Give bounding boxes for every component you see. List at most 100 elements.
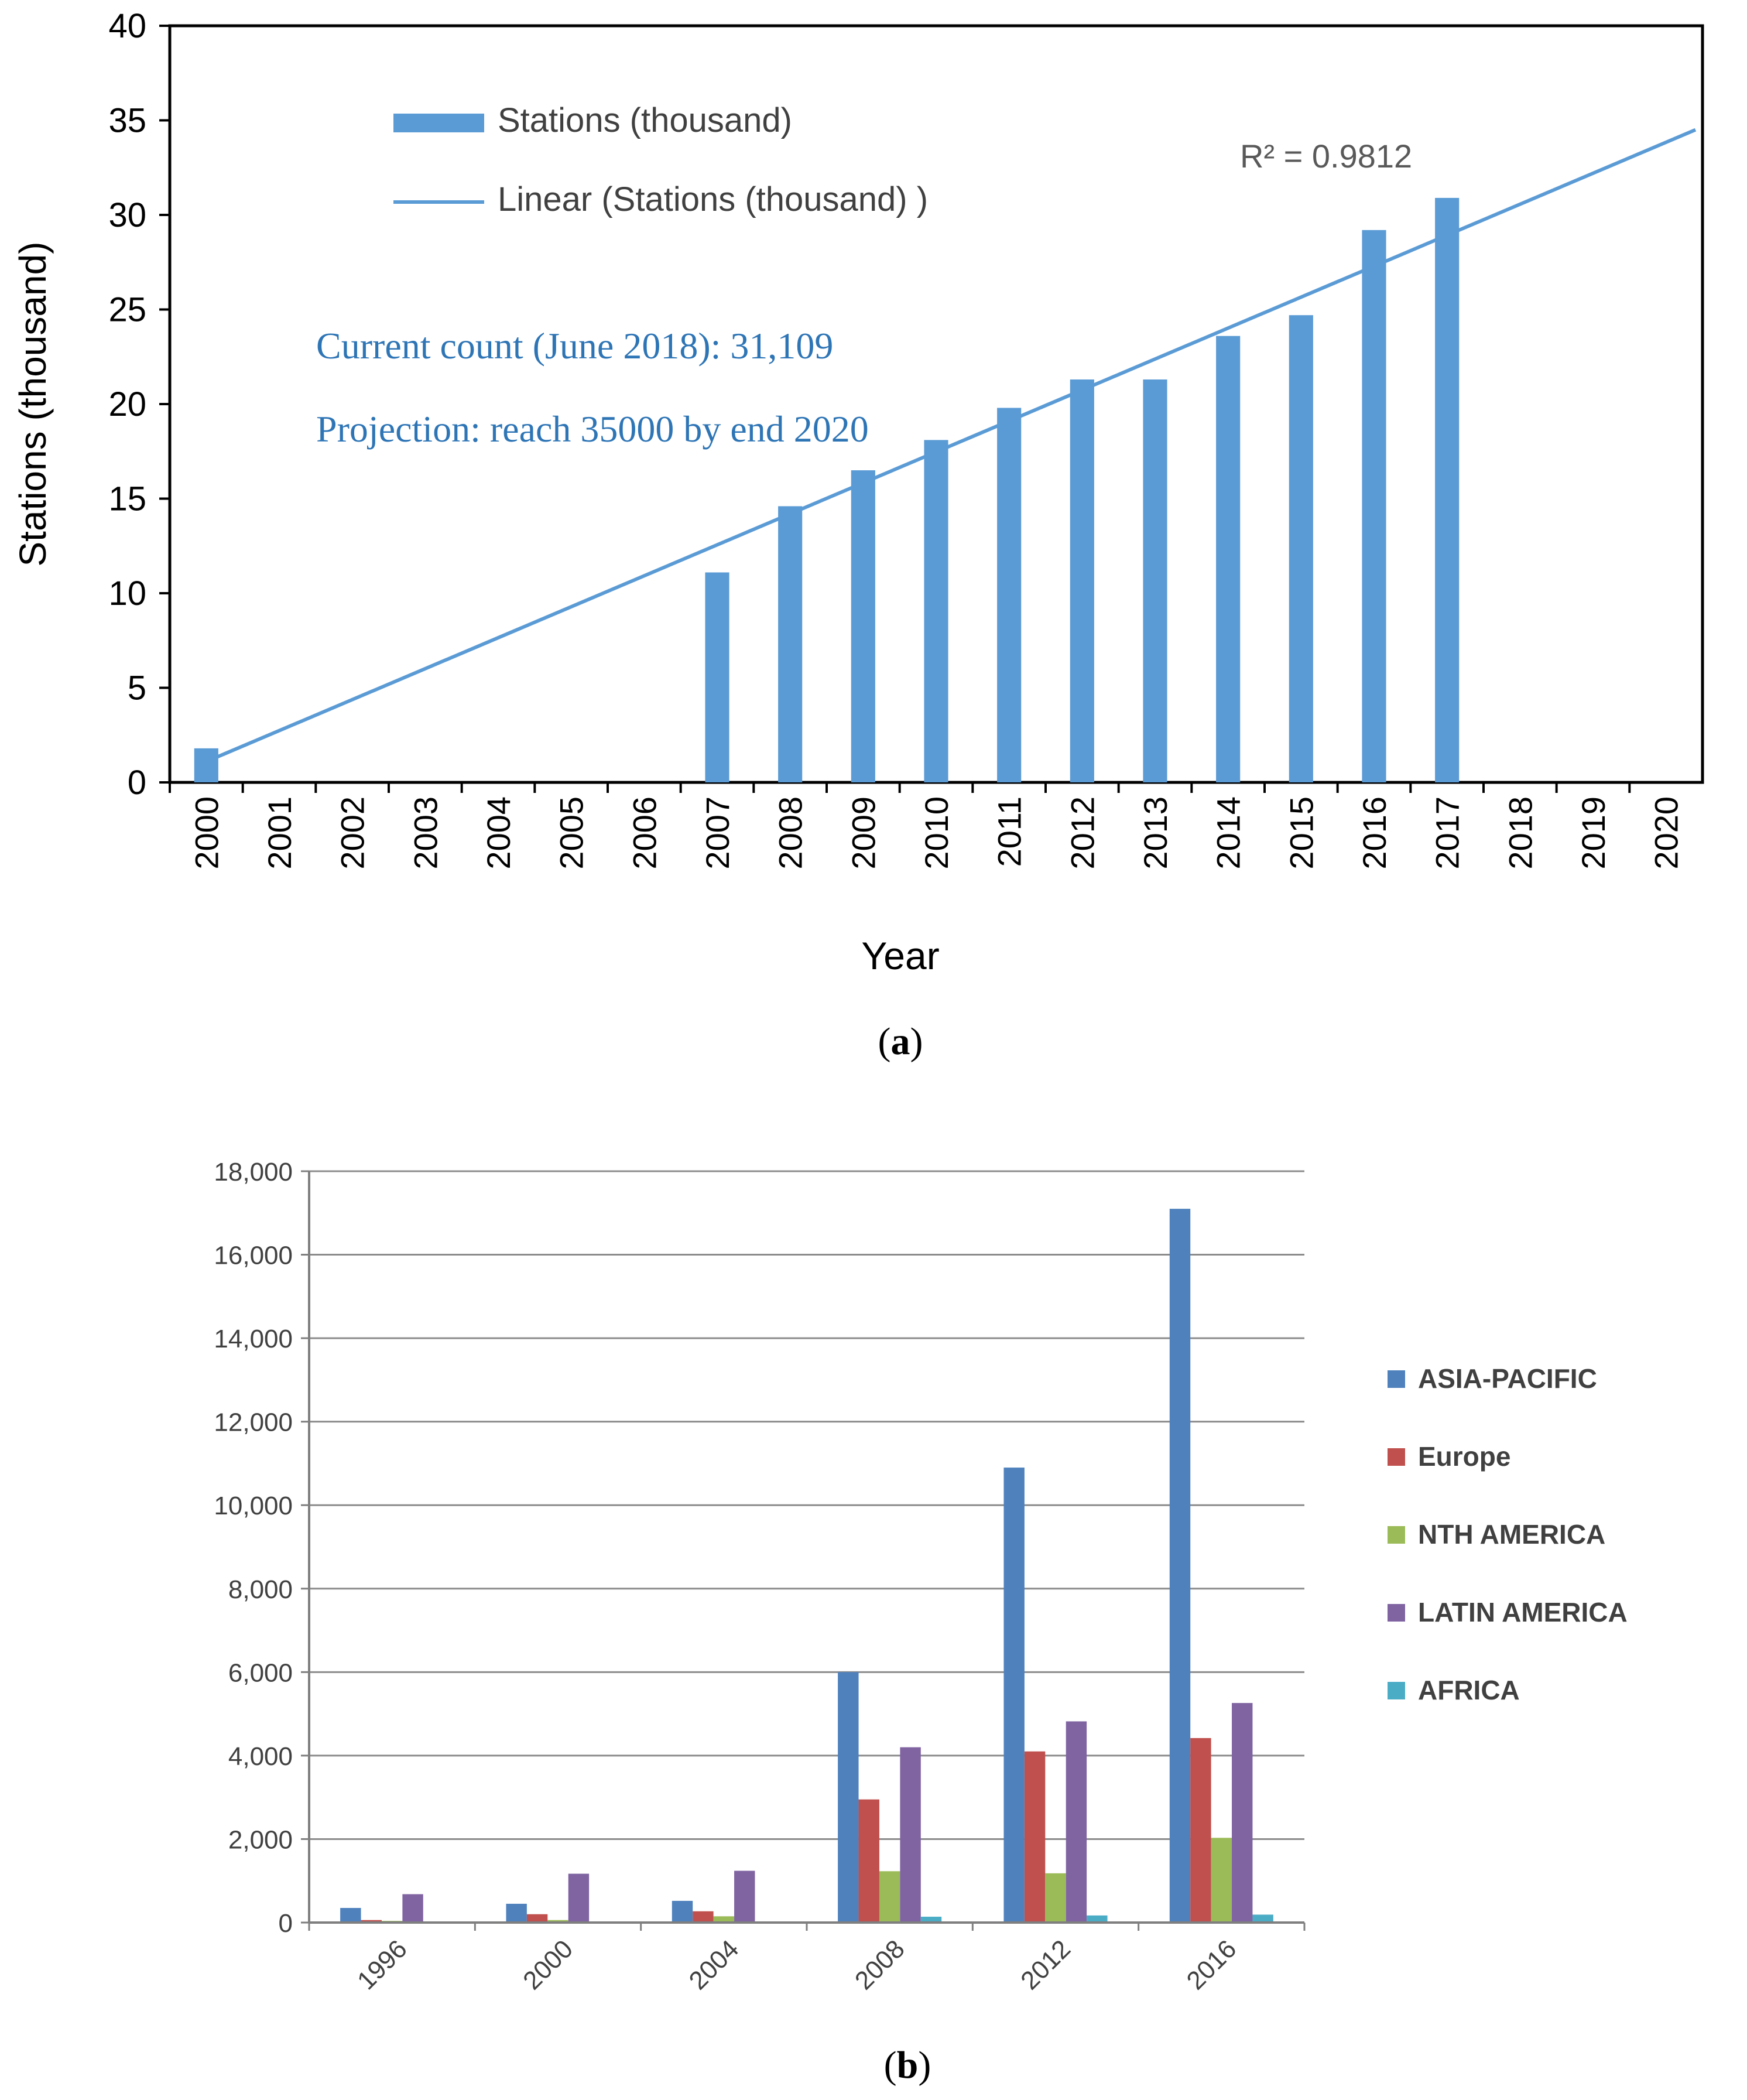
chart-a-bar-2015 xyxy=(1289,315,1313,782)
chart-a-x-tick-label: 2002 xyxy=(334,796,371,870)
chart-a-bar-2013 xyxy=(1143,379,1167,782)
chart-a-x-tick-label: 2019 xyxy=(1575,796,1612,870)
chart-b-legend-label: AFRICA xyxy=(1418,1675,1520,1705)
chart-b-y-tick-label: 16,000 xyxy=(214,1241,293,1270)
chart-a-x-tick-label: 2011 xyxy=(991,796,1028,867)
chart-a-x-tick-label: 2013 xyxy=(1137,796,1174,870)
panel-letter-b: b xyxy=(897,2044,919,2087)
chart-a-x-tick-label: 2016 xyxy=(1356,796,1393,870)
chart-b-legend-swatch xyxy=(1388,1682,1405,1699)
chart-b: 0 2,000 4,000 6,000 8,000 10,000 12,000 14,000 1… xyxy=(214,1158,1627,2087)
chart-a-annotation-projection: Projection: reach 35000 by end 2020 xyxy=(316,408,869,450)
chart-b-y-tick-label: 10,000 xyxy=(214,1492,293,1520)
chart-a-y-tick-label: 15 xyxy=(108,480,146,518)
chart-b-x-tick-label: 2012 xyxy=(1015,1934,1076,1995)
chart-a-x-tick-label: 2007 xyxy=(699,796,736,870)
chart-b-legend-label: LATIN AMERICA xyxy=(1418,1597,1628,1627)
chart-b-x-tick-label: 2008 xyxy=(849,1934,910,1995)
chart-b-bar-asia-pacific-2008 xyxy=(838,1672,859,1923)
chart-a: 0 5 10 15 20 25 30 35 40 2000 2001 2002 2003 2004 200… xyxy=(12,7,1704,1063)
chart-a-bar-2012 xyxy=(1070,379,1094,782)
chart-b-bar-europe-1996 xyxy=(361,1920,382,1923)
chart-a-y-tick-label: 5 xyxy=(128,669,146,707)
chart-b-legend-label: ASIA-PACIFIC xyxy=(1418,1363,1597,1394)
chart-b-legend-label: NTH AMERICA xyxy=(1418,1519,1605,1550)
chart-a-annotation-current-count: Current count (June 2018): 31,109 xyxy=(316,325,833,367)
chart-b-bar-asia-pacific-2004 xyxy=(672,1900,693,1923)
chart-b-bar-europe-2016 xyxy=(1190,1738,1211,1923)
panel-label-b: (b) xyxy=(884,2044,931,2087)
chart-b-bar-europe-2004 xyxy=(693,1911,714,1923)
chart-b-bar-asia-pacific-2016 xyxy=(1169,1209,1191,1923)
chart-b-y-tick-label: 0 xyxy=(279,1909,293,1938)
chart-a-x-tick-label: 2017 xyxy=(1429,796,1466,870)
chart-a-x-tick-label: 2010 xyxy=(918,796,955,870)
chart-a-bar-2016 xyxy=(1362,230,1386,783)
chart-a-x-tick-label: 2018 xyxy=(1502,796,1539,870)
chart-a-bar-2017 xyxy=(1435,197,1460,782)
chart-a-y-tick-label: 30 xyxy=(108,196,146,234)
chart-b-y-tick-label: 8,000 xyxy=(228,1575,293,1604)
chart-a-y-tick-label: 20 xyxy=(108,385,146,423)
chart-a-legend-bar-label: Stations (thousand) xyxy=(498,101,792,139)
chart-b-bar-nth-america-2008 xyxy=(879,1871,900,1923)
chart-b-bar-africa-2008 xyxy=(920,1917,942,1923)
chart-b-bar-asia-pacific-2000 xyxy=(506,1903,527,1923)
chart-b-y-tick-label: 4,000 xyxy=(228,1742,293,1771)
chart-a-x-tick-label: 2006 xyxy=(626,796,663,870)
chart-b-y-tick-label: 12,000 xyxy=(214,1408,293,1437)
chart-b-legend-swatch xyxy=(1388,1448,1405,1466)
chart-a-x-tick-label: 2001 xyxy=(261,796,298,870)
chart-a-x-tick-label: 2020 xyxy=(1648,796,1685,870)
chart-b-bar-asia-pacific-2012 xyxy=(1003,1468,1025,1923)
chart-b-bar-latin-america-2016 xyxy=(1232,1703,1253,1923)
chart-b-bar-europe-2000 xyxy=(526,1914,548,1923)
chart-b-bar-nth-america-2012 xyxy=(1045,1873,1066,1923)
chart-a-legend-bar-swatch xyxy=(393,114,484,132)
chart-a-x-tick-label: 2004 xyxy=(480,796,517,870)
chart-a-y-axis-title: Stations (thousand) xyxy=(12,242,54,567)
chart-a-y-tick-label: 0 xyxy=(128,764,146,802)
chart-a-x-tick-label: 2005 xyxy=(553,796,590,870)
chart-b-bar-europe-2008 xyxy=(858,1799,879,1923)
chart-b-bar-africa-2012 xyxy=(1087,1915,1108,1923)
panel-label-a: (a) xyxy=(878,1020,923,1063)
chart-b-legend-swatch xyxy=(1388,1604,1405,1622)
chart-a-y-tick-label: 25 xyxy=(108,291,146,329)
chart-a-x-tick-label: 2003 xyxy=(407,796,444,870)
chart-b-bar-nth-america-2016 xyxy=(1211,1838,1232,1923)
chart-a-x-tick-label: 2015 xyxy=(1283,796,1320,870)
chart-b-x-tick-label: 2004 xyxy=(684,1934,745,1995)
chart-a-x-tick-label: 2000 xyxy=(188,796,225,870)
chart-b-legend-swatch xyxy=(1388,1370,1405,1388)
chart-b-bar-latin-america-2004 xyxy=(734,1870,755,1923)
chart-a-bar-2011 xyxy=(997,408,1022,782)
chart-b-bar-latin-america-2000 xyxy=(568,1873,590,1923)
chart-a-bar-2009 xyxy=(851,470,875,782)
chart-b-bar-europe-2012 xyxy=(1024,1751,1046,1923)
chart-a-y-tick-label: 35 xyxy=(108,102,146,140)
chart-a-bar-2007 xyxy=(705,572,729,782)
panel-letter-a: a xyxy=(891,1020,910,1063)
chart-b-bar-africa-2016 xyxy=(1252,1914,1273,1923)
chart-b-bar-latin-america-2012 xyxy=(1066,1721,1087,1923)
chart-a-bar-2014 xyxy=(1216,336,1241,782)
chart-a-bar-2010 xyxy=(924,440,948,782)
chart-a-y-tick-label: 10 xyxy=(108,574,146,613)
chart-a-bar-2008 xyxy=(778,506,803,782)
chart-b-bar-nth-america-2000 xyxy=(547,1920,568,1923)
chart-a-x-tick-label: 2009 xyxy=(845,796,882,870)
chart-b-y-tick-label: 18,000 xyxy=(214,1158,293,1186)
chart-b-bar-asia-pacific-1996 xyxy=(340,1908,361,1923)
chart-a-r-squared: R² = 0.9812 xyxy=(1240,138,1412,175)
chart-b-bar-latin-america-2008 xyxy=(900,1747,921,1923)
chart-b-bar-latin-america-1996 xyxy=(402,1894,423,1923)
chart-b-legend-label: Europe xyxy=(1418,1441,1510,1472)
chart-a-trendline xyxy=(205,128,1697,764)
chart-b-x-tick-label: 2016 xyxy=(1181,1934,1242,1995)
chart-a-x-tick-label: 2012 xyxy=(1064,796,1101,870)
chart-a-x-axis-title: Year xyxy=(861,934,939,977)
chart-b-y-tick-label: 14,000 xyxy=(214,1325,293,1353)
chart-b-x-tick-label: 2000 xyxy=(518,1934,578,1995)
